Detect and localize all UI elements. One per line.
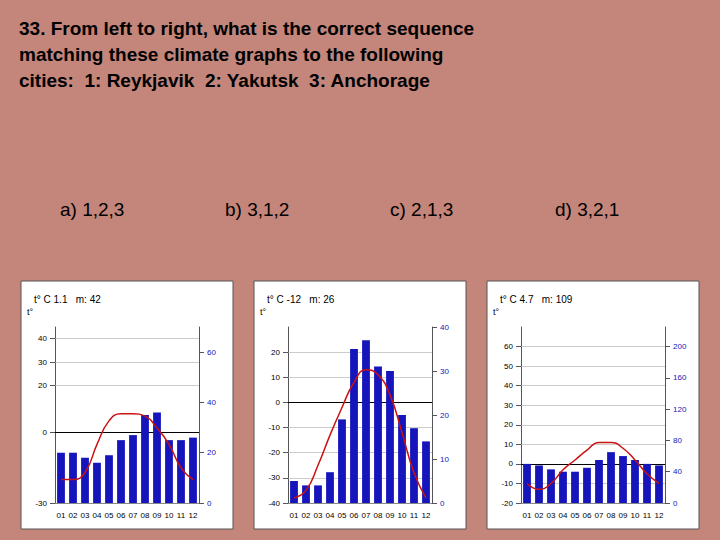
svg-text:d) 3,2,1: d) 3,2,1 — [555, 199, 619, 220]
svg-text:10: 10 — [165, 511, 174, 520]
svg-text:0: 0 — [440, 499, 445, 508]
svg-text:03: 03 — [547, 511, 556, 520]
svg-text:0: 0 — [207, 499, 212, 508]
svg-text:09: 09 — [386, 511, 395, 520]
svg-text:-30: -30 — [35, 499, 47, 508]
svg-text:33. From left to right, what i: 33. From left to right, what is the corr… — [19, 18, 474, 39]
svg-text:11: 11 — [410, 511, 419, 520]
svg-text:80: 80 — [673, 436, 682, 445]
svg-text:20: 20 — [207, 448, 216, 457]
svg-text:11: 11 — [643, 511, 652, 520]
svg-text:0: 0 — [43, 428, 48, 437]
svg-text:06: 06 — [583, 511, 592, 520]
svg-text:11: 11 — [177, 511, 186, 520]
svg-text:t°: t° — [260, 307, 267, 317]
svg-text:30: 30 — [440, 367, 449, 376]
svg-text:20: 20 — [271, 348, 280, 357]
svg-text:0: 0 — [276, 398, 281, 407]
svg-text:04: 04 — [93, 511, 102, 520]
svg-text:08: 08 — [374, 511, 383, 520]
svg-text:10: 10 — [631, 511, 640, 520]
svg-text:c) 2,1,3: c) 2,1,3 — [390, 199, 453, 220]
svg-text:12: 12 — [655, 511, 664, 520]
svg-text:12: 12 — [422, 511, 431, 520]
svg-text:20: 20 — [504, 420, 513, 429]
svg-text:08: 08 — [141, 511, 150, 520]
svg-text:06: 06 — [350, 511, 359, 520]
svg-text:12: 12 — [189, 511, 198, 520]
svg-text:t° C 1.1 m: 42: t° C 1.1 m: 42 — [34, 294, 101, 305]
svg-text:10: 10 — [440, 455, 449, 464]
svg-text:-20: -20 — [268, 448, 280, 457]
svg-text:04: 04 — [559, 511, 568, 520]
svg-text:30: 30 — [504, 401, 513, 410]
svg-text:10: 10 — [398, 511, 407, 520]
svg-text:10: 10 — [504, 440, 513, 449]
svg-text:30: 30 — [38, 358, 47, 367]
svg-text:-40: -40 — [268, 499, 280, 508]
svg-text:09: 09 — [619, 511, 628, 520]
svg-text:20: 20 — [440, 411, 449, 420]
svg-text:0: 0 — [509, 459, 514, 468]
svg-text:40: 40 — [38, 334, 47, 343]
svg-text:01: 01 — [523, 511, 532, 520]
svg-text:02: 02 — [535, 511, 544, 520]
svg-text:02: 02 — [302, 511, 311, 520]
svg-text:0: 0 — [673, 499, 678, 508]
svg-text:-20: -20 — [501, 499, 513, 508]
svg-text:-10: -10 — [268, 423, 280, 432]
svg-text:cities: 1: Reykjavik 2: Yaku: cities: 1: Reykjavik 2: Yakutsk 3: Ancho… — [19, 70, 430, 91]
svg-text:40: 40 — [440, 323, 449, 332]
svg-text:t° C 4.7 m: 109: t° C 4.7 m: 109 — [500, 294, 573, 305]
svg-text:01: 01 — [57, 511, 66, 520]
svg-text:05: 05 — [571, 511, 580, 520]
svg-text:40: 40 — [504, 381, 513, 390]
svg-text:60: 60 — [504, 342, 513, 351]
svg-text:03: 03 — [81, 511, 90, 520]
svg-text:07: 07 — [362, 511, 371, 520]
svg-text:08: 08 — [607, 511, 616, 520]
svg-text:07: 07 — [129, 511, 138, 520]
svg-text:03: 03 — [314, 511, 323, 520]
svg-text:05: 05 — [338, 511, 347, 520]
svg-text:40: 40 — [673, 467, 682, 476]
svg-text:60: 60 — [207, 348, 216, 357]
svg-text:-30: -30 — [268, 473, 280, 482]
svg-text:t° C -12 m: 26: t° C -12 m: 26 — [267, 294, 335, 305]
svg-text:10: 10 — [271, 373, 280, 382]
svg-text:t°: t° — [493, 307, 500, 317]
svg-text:120: 120 — [673, 405, 687, 414]
svg-text:160: 160 — [673, 373, 687, 382]
svg-text:40: 40 — [207, 398, 216, 407]
svg-text:20: 20 — [38, 381, 47, 390]
svg-text:b) 3,1,2: b) 3,1,2 — [225, 199, 289, 220]
svg-text:09: 09 — [153, 511, 162, 520]
svg-text:05: 05 — [105, 511, 114, 520]
svg-text:50: 50 — [504, 362, 513, 371]
svg-text:07: 07 — [595, 511, 604, 520]
svg-text:matching these climate graphs: matching these climate graphs to the fol… — [19, 44, 443, 65]
svg-text:-10: -10 — [501, 479, 513, 488]
svg-text:04: 04 — [326, 511, 335, 520]
svg-text:200: 200 — [673, 342, 687, 351]
svg-text:a) 1,2,3: a) 1,2,3 — [60, 199, 124, 220]
svg-text:06: 06 — [117, 511, 126, 520]
svg-text:t°: t° — [27, 307, 34, 317]
svg-text:02: 02 — [69, 511, 78, 520]
svg-text:01: 01 — [290, 511, 299, 520]
